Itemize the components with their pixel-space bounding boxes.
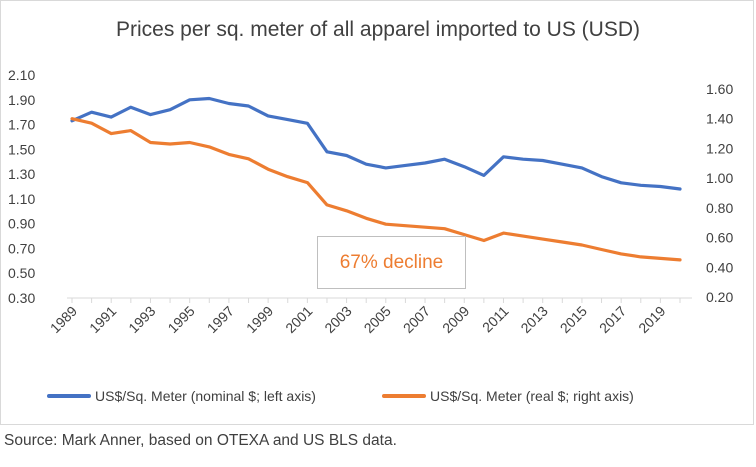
right-tick-label: 1.00 xyxy=(706,170,733,186)
legend: US$/Sq. Meter (nominal $; left axis) US$… xyxy=(0,388,756,412)
x-tick-label: 1997 xyxy=(204,303,237,336)
right-tick-label: 0.80 xyxy=(706,200,733,216)
x-tick-label: 1999 xyxy=(243,303,276,336)
right-tick-label: 0.60 xyxy=(706,230,733,246)
right-tick-label: 0.40 xyxy=(706,259,733,275)
series-line-real xyxy=(70,117,682,262)
x-axis-ticks: 1989 1991 1993 1995 1997 1999 2001 2003 2005 2007… xyxy=(47,298,681,336)
legend-swatch-real xyxy=(382,394,426,398)
legend-item-nominal: US$/Sq. Meter (nominal $; left axis) xyxy=(47,388,316,404)
x-tick-label: 1995 xyxy=(164,303,197,336)
source-note: Source: Mark Anner, based on OTEXA and U… xyxy=(4,432,397,449)
x-tick-label: 2003 xyxy=(321,303,354,336)
right-tick-label: 1.60 xyxy=(706,81,733,97)
chart-plot: 2.10 1.90 1.70 1.50 1.30 1.10 0.90 0.70 0.50 0.30… xyxy=(8,67,733,336)
x-tick-label: 2011 xyxy=(479,303,512,336)
left-tick-label: 1.30 xyxy=(8,166,35,182)
right-axis-ticks: 1.60 1.40 1.20 1.00 0.80 0.60 0.40 0.20 xyxy=(706,81,733,305)
x-tick-label: 2001 xyxy=(282,303,315,336)
right-tick-label: 0.20 xyxy=(706,289,733,305)
series-layer xyxy=(70,96,682,262)
left-tick-label: 0.30 xyxy=(8,290,35,306)
series-line-nominal xyxy=(70,96,682,191)
right-tick-label: 1.40 xyxy=(706,111,733,127)
x-tick-label: 2013 xyxy=(517,303,550,336)
chart-frame xyxy=(0,0,754,425)
left-tick-label: 0.90 xyxy=(8,216,35,232)
x-tick-label: 2009 xyxy=(439,303,472,336)
x-tick-label: 1989 xyxy=(47,303,80,336)
x-tick-label: 2015 xyxy=(557,303,590,336)
decline-annotation: 67% decline xyxy=(317,236,466,289)
legend-label-real: US$/Sq. Meter (real $; right axis) xyxy=(430,388,634,404)
left-tick-label: 0.50 xyxy=(8,265,35,281)
left-tick-label: 2.10 xyxy=(8,67,35,83)
x-tick-label: 1991 xyxy=(86,303,119,336)
x-tick-label: 2019 xyxy=(635,303,668,336)
right-tick-label: 1.20 xyxy=(706,140,733,156)
left-tick-label: 0.70 xyxy=(8,240,35,256)
left-tick-label: 1.90 xyxy=(8,92,35,108)
x-tick-label: 1993 xyxy=(125,303,158,336)
x-tick-label: 2017 xyxy=(596,303,629,336)
left-tick-label: 1.10 xyxy=(8,191,35,207)
left-tick-label: 1.50 xyxy=(8,141,35,157)
left-tick-label: 1.70 xyxy=(8,117,35,133)
legend-label-nominal: US$/Sq. Meter (nominal $; left axis) xyxy=(95,388,316,404)
chart-title: Prices per sq. meter of all apparel impo… xyxy=(115,18,641,41)
left-axis-ticks: 2.10 1.90 1.70 1.50 1.30 1.10 0.90 0.70 0.50 0.30 xyxy=(8,67,35,306)
legend-swatch-nominal xyxy=(47,394,91,398)
legend-item-real: US$/Sq. Meter (real $; right axis) xyxy=(382,388,634,404)
x-tick-label: 2007 xyxy=(400,303,433,336)
x-tick-label: 2005 xyxy=(361,303,394,336)
